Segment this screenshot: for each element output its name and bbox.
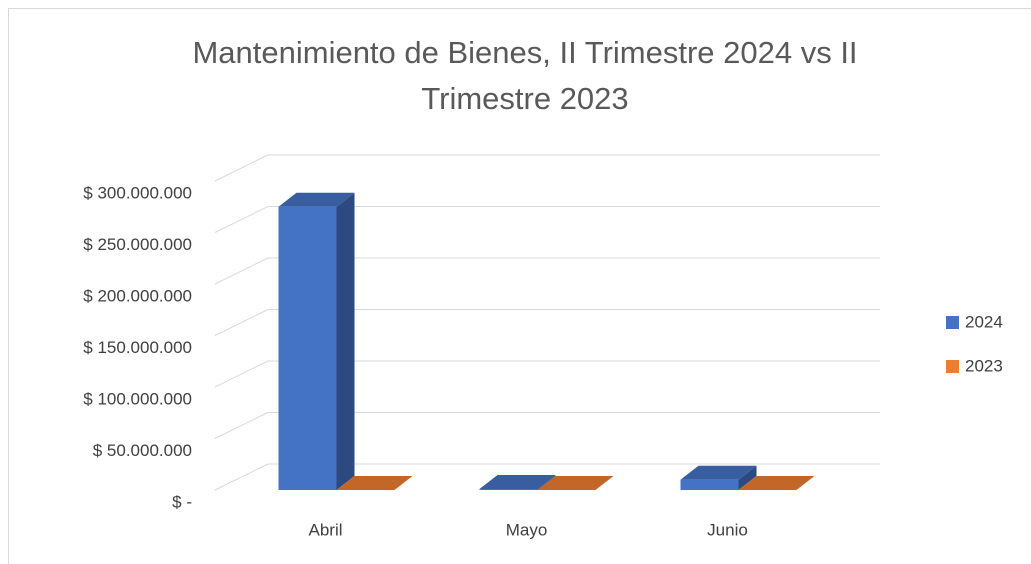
grid-line-side	[214, 154, 269, 182]
x-tick-label: Abril	[308, 520, 342, 539]
grid-line-side	[214, 206, 269, 233]
bar	[680, 479, 739, 490]
bar-top	[479, 474, 556, 489]
grid-line-side	[214, 360, 269, 388]
x-tick-label: Junio	[707, 520, 748, 539]
bar-side	[537, 474, 556, 490]
y-tick-label: $ -	[172, 492, 192, 511]
bar-side	[336, 192, 355, 490]
y-tick-label: $ 250.000.000	[83, 235, 192, 254]
bar	[479, 488, 538, 490]
y-tick-label: $ 100.000.000	[83, 389, 192, 408]
bar-top	[278, 192, 355, 207]
bar-side	[738, 465, 757, 490]
bar	[278, 206, 337, 490]
grid-line-side	[214, 463, 269, 491]
bar-top	[680, 465, 757, 480]
y-tick-label: $ 300.000.000	[83, 183, 192, 202]
legend-label: 2024	[965, 312, 1003, 331]
chart-border	[8, 8, 1031, 564]
grid-line-side	[214, 412, 269, 439]
bar-top	[537, 476, 614, 490]
grid-line-side	[214, 257, 269, 285]
chart-title: Mantenimiento de Bienes, II Trimestre 20…	[192, 35, 858, 116]
bar-top	[738, 476, 815, 490]
legend-swatch	[946, 316, 959, 329]
grid-line-side	[214, 309, 269, 336]
x-tick-label: Mayo	[506, 520, 548, 539]
legend-label: 2023	[965, 356, 1003, 375]
legend-swatch	[946, 360, 959, 373]
y-tick-label: $ 200.000.000	[83, 286, 192, 305]
y-tick-label: $ 150.000.000	[83, 338, 192, 357]
y-tick-label: $ 50.000.000	[93, 441, 192, 460]
bar-top	[336, 476, 413, 490]
